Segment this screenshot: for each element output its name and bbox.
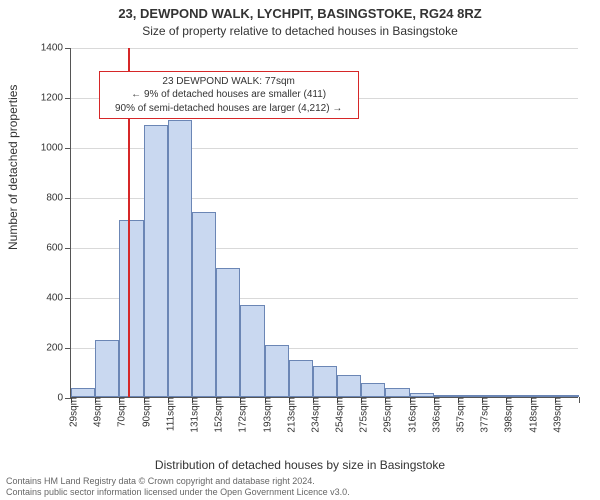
y-tick-label: 600 — [46, 243, 71, 254]
histogram-bar — [71, 388, 95, 397]
histogram-bar — [385, 388, 409, 397]
histogram-bar — [482, 395, 506, 397]
annotation-line2: ← 9% of detached houses are smaller (411… — [106, 88, 352, 102]
x-tick-label: 234sqm — [304, 397, 321, 433]
histogram-bar — [313, 366, 337, 397]
x-tick-label: 111sqm — [159, 397, 176, 431]
histogram-bar — [240, 305, 264, 398]
histogram-bar — [361, 383, 385, 397]
y-tick-label: 1400 — [41, 43, 71, 54]
histogram-bar — [506, 395, 530, 397]
x-tick-label: 398sqm — [498, 397, 515, 433]
attribution-line1: Contains HM Land Registry data © Crown c… — [6, 476, 350, 487]
gridline — [71, 48, 578, 49]
histogram-bar — [95, 340, 119, 398]
histogram-bar — [119, 220, 143, 398]
x-tick-label: 29sqm — [63, 397, 80, 427]
y-tick-label: 1000 — [41, 143, 71, 154]
x-tick — [579, 397, 580, 403]
histogram-bar — [144, 125, 168, 398]
attribution-text: Contains HM Land Registry data © Crown c… — [6, 476, 350, 498]
histogram-bar — [168, 120, 192, 398]
y-tick-label: 800 — [46, 193, 71, 204]
annotation-line1: 23 DEWPOND WALK: 77sqm — [106, 75, 352, 89]
histogram-bar — [216, 268, 240, 397]
x-tick-label: 152sqm — [208, 397, 225, 433]
property-size-chart: 23, DEWPOND WALK, LYCHPIT, BASINGSTOKE, … — [0, 0, 600, 500]
x-tick-label: 254sqm — [329, 397, 346, 433]
histogram-bar — [434, 395, 458, 398]
x-tick-label: 357sqm — [450, 397, 467, 433]
histogram-bar — [555, 395, 579, 397]
x-tick-label: 275sqm — [353, 397, 370, 433]
x-tick-label: 336sqm — [425, 397, 442, 433]
x-tick-label: 377sqm — [474, 397, 491, 433]
x-tick-label: 131sqm — [183, 397, 200, 433]
y-tick-label: 200 — [46, 343, 71, 354]
histogram-bar — [192, 212, 216, 397]
attribution-line2: Contains public sector information licen… — [6, 487, 350, 498]
x-tick-label: 70sqm — [111, 397, 128, 427]
x-tick-label: 316sqm — [401, 397, 418, 433]
x-tick-label: 172sqm — [232, 397, 249, 433]
x-axis-label: Distribution of detached houses by size … — [0, 458, 600, 472]
histogram-bar — [337, 375, 361, 398]
histogram-bar — [410, 393, 434, 397]
x-tick-label: 213sqm — [280, 397, 297, 433]
x-tick-label: 49sqm — [87, 397, 104, 427]
x-tick-label: 295sqm — [377, 397, 394, 433]
histogram-bar — [289, 360, 313, 398]
annotation-line3: 90% of semi-detached houses are larger (… — [106, 102, 352, 116]
x-tick-label: 193sqm — [256, 397, 273, 433]
chart-title-line2: Size of property relative to detached ho… — [0, 24, 600, 38]
x-tick-label: 439sqm — [546, 397, 563, 433]
y-tick-label: 400 — [46, 293, 71, 304]
property-annotation: 23 DEWPOND WALK: 77sqm← 9% of detached h… — [99, 71, 359, 120]
x-tick-label: 90sqm — [135, 397, 152, 427]
histogram-bar — [531, 395, 555, 397]
histogram-bar — [458, 395, 482, 397]
y-tick-label: 1200 — [41, 93, 71, 104]
histogram-bar — [265, 345, 289, 398]
y-axis-label: Number of detached properties — [6, 85, 20, 250]
x-tick-label: 418sqm — [522, 397, 539, 433]
plot-area: 020040060080010001200140029sqm49sqm70sqm… — [70, 48, 578, 398]
chart-title-line1: 23, DEWPOND WALK, LYCHPIT, BASINGSTOKE, … — [0, 6, 600, 21]
